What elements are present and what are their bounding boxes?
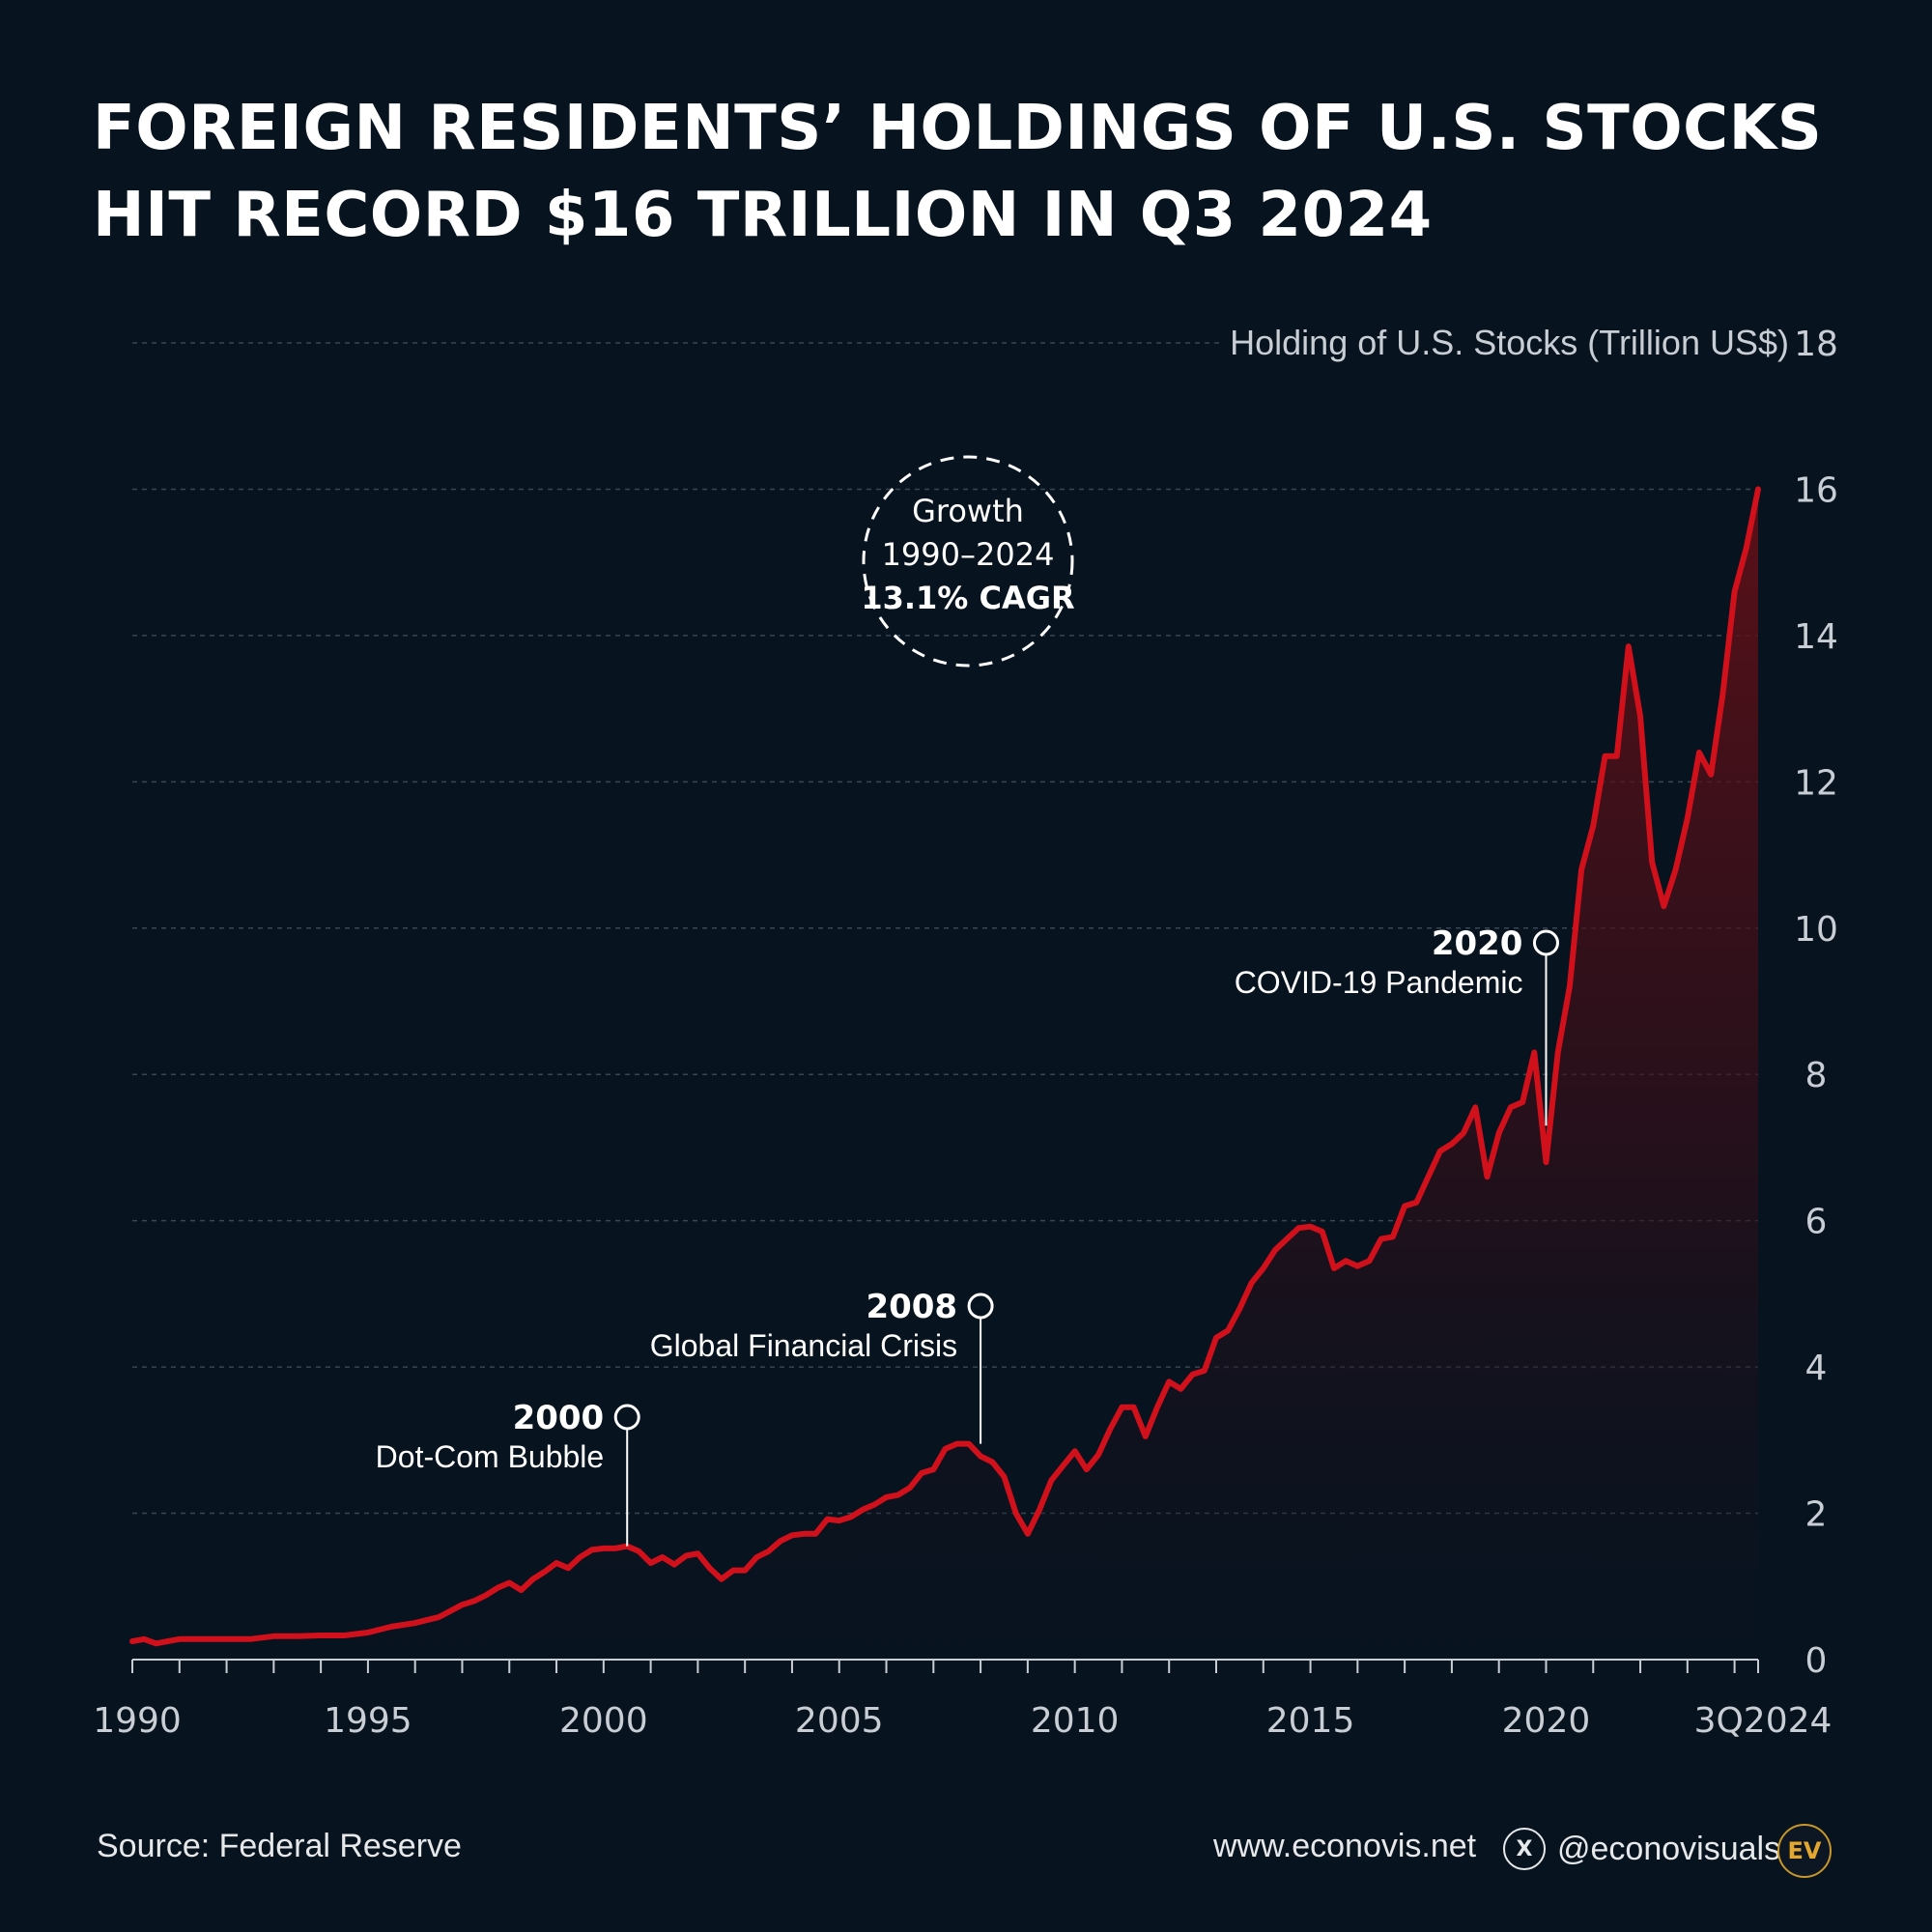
brand-logo: EV [1777,1824,1832,1878]
annotation-year-2020: 2020 [1432,924,1523,963]
y-tick-label-6: 6 [1805,1203,1828,1242]
y-tick-label-16: 16 [1794,470,1838,510]
y-tick-label-0: 0 [1805,1641,1828,1681]
gridlines [132,342,1758,1515]
x-tick-label-2005: 2005 [795,1701,884,1741]
source-note: Source: Federal Reserve [97,1828,462,1864]
area-fill-layer [132,489,1758,1660]
social-handle-text: @econovisuals [1557,1830,1781,1867]
x-tick-label-2015: 2015 [1266,1701,1355,1741]
x-logo-icon: X [1503,1828,1546,1870]
y-tick-label-12: 12 [1794,763,1838,803]
annotation-label-2008: Global Financial Crisis [650,1328,957,1363]
title-line-2: HIT RECORD $16 TRILLION IN Q3 2024 [93,180,1433,251]
annotation-marker-2008 [967,1293,994,1320]
y-tick-label-8: 8 [1805,1056,1828,1095]
x-tick-label-3Q2024: 3Q2024 [1694,1701,1833,1741]
y-axis-label: Holding of U.S. Stocks (Trillion US$) [1230,323,1789,362]
growth-badge: Growth 1990–2024 13.1% CAGR [861,455,1075,668]
annotation-year-2000: 2000 [513,1399,605,1437]
x-tick-label-2010: 2010 [1031,1701,1120,1741]
y-tick-label-2: 2 [1805,1495,1828,1535]
chart-title: FOREIGN RESIDENTS’ HOLDINGS OF U.S. STOC… [93,85,1822,259]
y-tick-label-10: 10 [1794,910,1838,950]
title-line-1: FOREIGN RESIDENTS’ HOLDINGS OF U.S. STOC… [93,93,1823,164]
annotation-year-2008: 2008 [866,1288,957,1326]
y-axis-ticks: 0 2 4 6 8 10 12 14 16 18 [1794,325,1838,1681]
annotation-marker-2020 [1532,929,1559,956]
y-tick-label-4: 4 [1805,1349,1828,1388]
y-tick-label-14: 14 [1794,617,1838,657]
annotation-label-2020: COVID-19 Pandemic [1235,965,1523,1000]
x-tick-label-2020: 2020 [1502,1701,1591,1741]
website-link[interactable]: www.econovis.net [1213,1828,1477,1864]
area-fill [132,489,1758,1660]
annotation-label-2000: Dot-Com Bubble [376,1439,605,1474]
x-tick-label-1990: 1990 [93,1701,182,1741]
growth-badge-line-2: 1990–2024 [882,536,1055,573]
x-tick-label-1995: 1995 [324,1701,412,1741]
annotation-marker-2000 [613,1404,640,1431]
x-axis [131,1659,1759,1673]
x-axis-ticks: 1990 1995 2000 2005 2010 2015 2020 3Q2024 [93,1701,1832,1741]
x-tick-label-2000: 2000 [559,1701,648,1741]
growth-badge-line-3: 13.1% CAGR [861,580,1074,616]
social-handle[interactable]: X @econovisuals [1503,1828,1780,1870]
series-line-layer [129,486,1761,1647]
growth-badge-line-1: Growth [912,493,1024,529]
series-line [129,486,1761,1647]
y-tick-label-18: 18 [1794,325,1838,364]
